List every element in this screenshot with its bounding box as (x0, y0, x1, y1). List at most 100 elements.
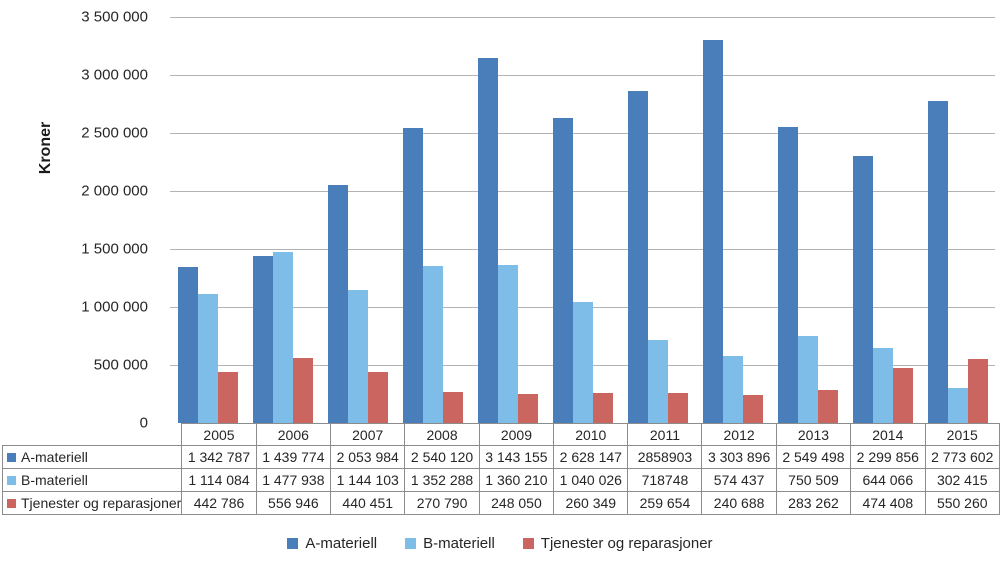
bar-b-materiell-2014 (872, 348, 893, 423)
table-cell-b-materiell-2005: 1 114 084 (181, 468, 257, 492)
bar-tjenester-og-reparasjoner-2005 (217, 371, 238, 423)
data-table: 2005 2006 2007 2008 2009 2010 2011 2012 2013 2014… (1, 423, 1000, 515)
table-cell-tjenester-og-reparasjoner-2015: 550 260 (924, 491, 1000, 515)
table-cell-b-materiell-2015: 302 415 (924, 468, 1000, 492)
bar-b-materiell-2005 (197, 293, 218, 423)
legend-item-b-materiell: B-materiell (405, 535, 495, 552)
bar-a-materiell-2005 (177, 267, 198, 423)
series-marker-icon (7, 476, 16, 485)
table-year-cell-2015: 2015 (924, 423, 1000, 446)
bar-b-materiell-2012 (722, 356, 743, 423)
bar-b-materiell-2006 (272, 251, 293, 423)
table-cell-a-materiell-2007: 2 053 984 (330, 445, 406, 469)
y-tick-label: 500 000 (93, 356, 148, 374)
table-cell-b-materiell-2012: 574 437 (701, 468, 777, 492)
table-cell-a-materiell-2008: 2 540 120 (404, 445, 480, 469)
bar-a-materiell-2012 (702, 39, 723, 423)
bar-b-materiell-2010 (572, 302, 593, 423)
table-row-label-b-materiell: B-materiell (1, 468, 183, 492)
table-year-cell-2012: 2012 (701, 423, 777, 446)
bar-group-2014 (845, 17, 920, 423)
gridline (170, 75, 995, 76)
bar-tjenester-og-reparasjoner-2008 (442, 391, 463, 423)
table-cell-b-materiell-2014: 644 066 (850, 468, 926, 492)
table-cell-tjenester-og-reparasjoner-2011: 259 654 (627, 491, 703, 515)
table-cell-tjenester-og-reparasjoner-2010: 260 349 (553, 491, 629, 515)
table-year-cell-2005: 2005 (181, 423, 257, 446)
bar-a-materiell-2006 (252, 256, 273, 423)
bar-b-materiell-2009 (497, 265, 518, 423)
table-row-label-tjenester-og-reparasjoner: Tjenester og reparasjoner (1, 491, 183, 515)
bar-a-materiell-2013 (777, 127, 798, 423)
bar-groups (170, 17, 995, 423)
bar-a-materiell-2007 (327, 184, 348, 423)
table-cell-a-materiell-2005: 1 342 787 (181, 445, 257, 469)
bar-group-2006 (245, 17, 320, 423)
table-cell-tjenester-og-reparasjoner-2013: 283 262 (775, 491, 852, 515)
series-marker-icon (7, 453, 16, 462)
table-cell-b-materiell-2010: 1 040 026 (553, 468, 629, 492)
bar-a-materiell-2010 (552, 118, 573, 423)
table-year-cell-2011: 2011 (627, 423, 703, 446)
bar-b-materiell-2007 (347, 290, 368, 423)
y-tick-label: 2 000 000 (81, 182, 148, 200)
y-tick-label: 3 500 000 (81, 8, 148, 26)
table-year-cell-2010: 2010 (553, 423, 629, 446)
y-tick-label: 3 000 000 (81, 66, 148, 84)
table-year-cell-2006: 2006 (255, 423, 332, 446)
bar-tjenester-og-reparasjoner-2011 (667, 392, 688, 423)
bar-group-2015 (920, 17, 995, 423)
table-cell-a-materiell-2013: 2 549 498 (775, 445, 852, 469)
legend-item-a-materiell: A-materiell (287, 535, 377, 552)
table-corner-cell (3, 424, 182, 446)
y-tick-label: 1 500 000 (81, 240, 148, 258)
gridline (170, 191, 995, 192)
bar-a-materiell-2014 (852, 156, 873, 423)
table-year-header-row: 2005 2006 2007 2008 2009 2010 2011 2012 2013 2014… (3, 423, 1000, 446)
series-marker-icon (7, 499, 16, 508)
bar-b-materiell-2011 (647, 339, 668, 423)
bar-group-2013 (770, 17, 845, 423)
y-tick-label: 1 000 000 (81, 298, 148, 316)
bar-group-2005 (170, 17, 245, 423)
table-year-cell-2013: 2013 (775, 423, 852, 446)
bar-tjenester-og-reparasjoner-2012 (742, 395, 763, 423)
table-cell-a-materiell-2010: 2 628 147 (553, 445, 629, 469)
gridline (170, 17, 995, 18)
table-cell-b-materiell-2006: 1 477 938 (255, 468, 332, 492)
table-cell-a-materiell-2009: 3 143 155 (478, 445, 555, 469)
table-cell-a-materiell-2011: 2858903 (627, 445, 703, 469)
bar-a-materiell-2011 (627, 91, 648, 423)
table-year-cell-2009: 2009 (478, 423, 555, 446)
y-tick-label: 0 (139, 414, 148, 432)
bar-group-2010 (545, 17, 620, 423)
table-cell-a-materiell-2006: 1 439 774 (255, 445, 332, 469)
legend-label: A-materiell (305, 534, 378, 552)
table-cell-tjenester-og-reparasjoner-2007: 440 451 (330, 491, 406, 515)
bar-group-2012 (695, 17, 770, 423)
table-cell-b-materiell-2007: 1 144 103 (330, 468, 406, 492)
bar-tjenester-og-reparasjoner-2009 (517, 394, 538, 423)
legend-label: B-materiell (423, 534, 495, 552)
bar-a-materiell-2015 (927, 101, 948, 423)
legend-swatch-icon (287, 537, 299, 549)
legend-swatch-icon (522, 537, 534, 549)
bar-tjenester-og-reparasjoner-2013 (817, 390, 838, 423)
legend: A-materiell B-materiell Tjenester og repar… (0, 532, 1000, 554)
bar-tjenester-og-reparasjoner-2006 (292, 358, 313, 423)
bar-tjenester-og-reparasjoner-2015 (967, 359, 988, 423)
legend-item-tjenester-og-reparasjoner: Tjenester og reparasjoner (522, 535, 713, 552)
table-cell-tjenester-og-reparasjoner-2009: 248 050 (478, 491, 555, 515)
plot-area (170, 17, 995, 423)
table-cell-b-materiell-2011: 718748 (627, 468, 703, 492)
table-row-label-a-materiell: A-materiell (1, 445, 183, 469)
table-cell-a-materiell-2015: 2 773 602 (924, 445, 1000, 469)
table-cell-b-materiell-2008: 1 352 288 (404, 468, 480, 492)
bar-b-materiell-2013 (797, 335, 818, 423)
table-row-b-materiell: B-materiell 1 114 084 1 477 938 1 144 103 1 … (1, 468, 1000, 492)
table-cell-tjenester-og-reparasjoner-2006: 556 946 (255, 491, 332, 515)
bar-a-materiell-2009 (477, 58, 498, 423)
bar-tjenester-og-reparasjoner-2007 (367, 371, 388, 423)
table-year-cell-2007: 2007 (330, 423, 406, 446)
